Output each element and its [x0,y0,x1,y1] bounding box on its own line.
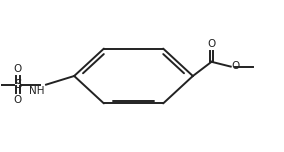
Text: S: S [14,78,22,91]
Text: O: O [14,95,22,105]
Text: NH: NH [29,86,45,96]
Text: O: O [232,61,240,71]
Text: O: O [207,39,216,49]
Text: O: O [14,64,22,74]
